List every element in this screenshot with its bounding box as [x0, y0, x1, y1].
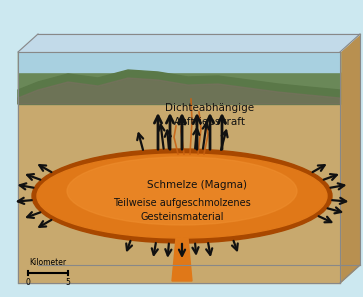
Text: 0: 0	[25, 278, 30, 287]
Polygon shape	[18, 78, 340, 104]
Text: Dichteabhängige
Auftriebskraft: Dichteabhängige Auftriebskraft	[166, 103, 254, 127]
Ellipse shape	[67, 157, 297, 225]
Polygon shape	[340, 34, 360, 283]
Polygon shape	[18, 70, 340, 104]
Ellipse shape	[32, 149, 332, 243]
Text: Teilweise aufgeschmolzenes
Gesteinsmaterial: Teilweise aufgeschmolzenes Gesteinsmater…	[113, 198, 251, 222]
Bar	[18, 52, 340, 104]
Text: 5: 5	[66, 278, 70, 287]
Polygon shape	[172, 238, 192, 281]
Text: Kilometer: Kilometer	[29, 258, 66, 267]
Polygon shape	[18, 34, 360, 52]
Ellipse shape	[37, 154, 327, 238]
Text: Schmelze (Magma): Schmelze (Magma)	[147, 180, 247, 190]
Polygon shape	[18, 34, 360, 52]
Bar	[18, 52, 340, 72]
Bar	[18, 52, 340, 283]
